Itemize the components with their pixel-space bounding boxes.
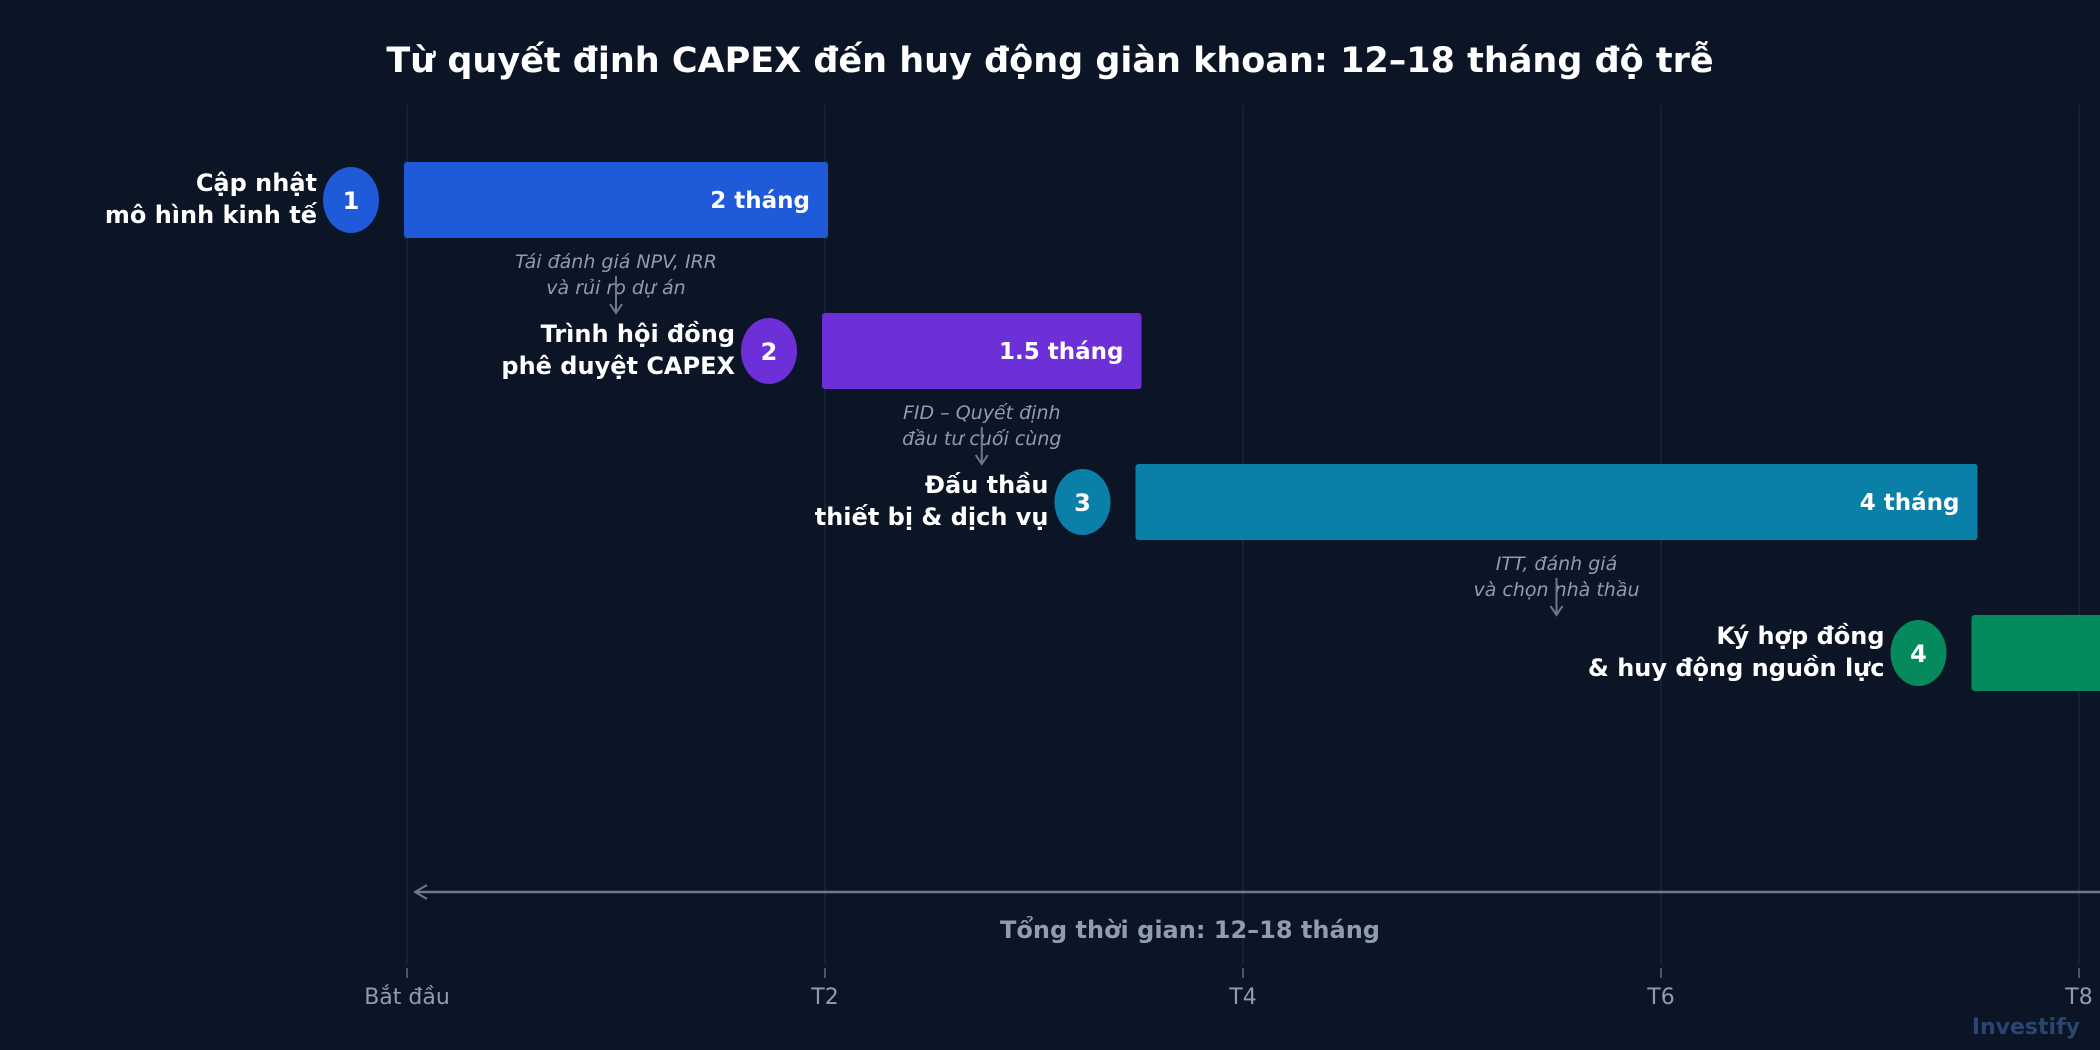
step-label-line: thiết bị & dịch vụ (815, 503, 1049, 531)
step-number: 3 (1074, 489, 1091, 517)
step-note-line: ITT, đánh giá (1496, 553, 1617, 575)
x-tick-label: T8 (2064, 985, 2092, 1010)
x-tick-label: T4 (1228, 985, 1256, 1010)
total-duration: Tổng thời gian: 12–18 tháng (413, 884, 2100, 944)
duration-label: 1.5 tháng (999, 339, 1123, 365)
x-tick-label: Bắt đầu (364, 985, 450, 1010)
step-bar (404, 162, 828, 238)
step-number-badge (1054, 469, 1111, 535)
step-number: 1 (343, 187, 360, 215)
step-label-line: Trình hội đồng (541, 320, 735, 348)
brand-watermark: Investify (1972, 1015, 2080, 1040)
step-3: 4 tháng 3 Đấu thầu thiết bị & dịch vụ ITT, đ… (815, 464, 1978, 617)
step-label-line: Đấu thầu (925, 471, 1049, 499)
total-arrow-left-head (413, 884, 428, 900)
step-label-line: phê duyệt CAPEX (501, 352, 735, 380)
total-duration-label: Tổng thời gian: 12–18 tháng (1000, 914, 1380, 944)
step-number: 2 (761, 338, 778, 366)
x-tick-label: T6 (1646, 985, 1674, 1010)
step-note-line: FID – Quyết định (903, 402, 1061, 424)
x-axis: Bắt đầuT2T4T6T8T10T12T14 (364, 968, 2093, 1010)
step-bar (1971, 615, 2100, 691)
step-number-badge (323, 167, 379, 233)
step-4: 2.5 tháng4Ký hợp đồng& huy động nguồn lự… (1588, 615, 2100, 691)
step-note-line: Tái đánh giá NPV, IRR (515, 251, 717, 273)
step-label-line: & huy động nguồn lực (1588, 654, 1885, 682)
step-bar (822, 313, 1142, 389)
step-number: 4 (1910, 640, 1927, 668)
connector-arrowhead (974, 454, 989, 466)
step-2: 1.5 tháng 2 Trình hội đồng phê duyệt CAPEX F… (501, 313, 1142, 466)
duration-label: 2 tháng (710, 188, 810, 214)
step-number-badge (741, 318, 797, 384)
connector-arrowhead (609, 303, 623, 315)
step-label-line: mô hình kinh tế (105, 201, 318, 229)
chart-title: Từ quyết định CAPEX đến huy động giàn kh… (386, 40, 1713, 81)
step-label-line: Cập nhật (196, 169, 317, 197)
step-number-badge (1890, 620, 1947, 686)
step-bar (1135, 464, 1978, 540)
steps: 2 tháng 1 Cập nhật mô hình kinh tế Tái đánh … (105, 162, 2100, 691)
step-label-line: Ký hợp đồng (1716, 622, 1884, 650)
connector-arrowhead (1549, 605, 1564, 617)
step-1: 2 tháng 1 Cập nhật mô hình kinh tế Tái đánh … (105, 162, 828, 315)
duration-label: 4 tháng (1860, 490, 1960, 516)
x-tick-label: T2 (810, 985, 838, 1010)
